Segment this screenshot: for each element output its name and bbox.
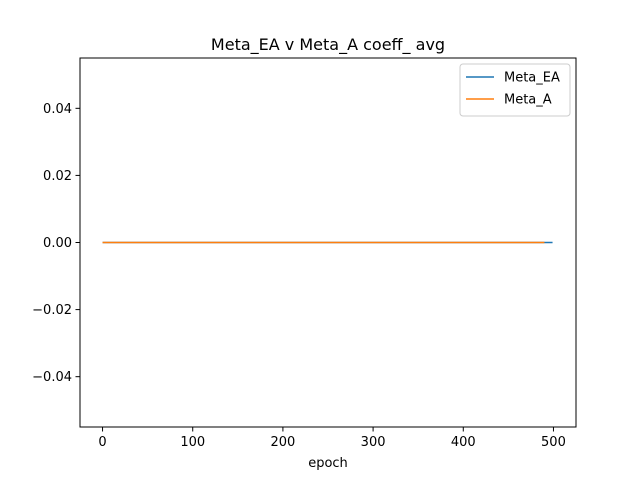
x-tick-label: 400	[451, 435, 476, 450]
y-tick-label: 0.04	[43, 102, 72, 117]
y-tick-label: 0.00	[43, 236, 72, 251]
y-tick-label: −0.02	[32, 303, 72, 318]
x-tick-label: 300	[361, 435, 386, 450]
x-tick-label: 500	[541, 435, 566, 450]
x-tick-label: 0	[98, 435, 106, 450]
y-tick-label: −0.04	[32, 370, 72, 385]
plot-frame	[79, 57, 577, 428]
x-tick-label: 100	[180, 435, 205, 450]
legend: Meta_EA Meta_A	[459, 63, 571, 117]
chart-title: Meta_EA v Meta_A coeff_ avg	[211, 35, 445, 55]
x-axis-label: epoch	[308, 456, 348, 471]
x-axis: 0 100 200 300 400 500	[98, 427, 566, 450]
legend-label: Meta_A	[504, 93, 552, 108]
y-tick-label: 0.02	[43, 169, 72, 184]
y-axis: −0.04 −0.02 0.00 0.02 0.04	[32, 102, 80, 385]
x-tick-label: 200	[270, 435, 295, 450]
legend-label: Meta_EA	[504, 71, 560, 86]
